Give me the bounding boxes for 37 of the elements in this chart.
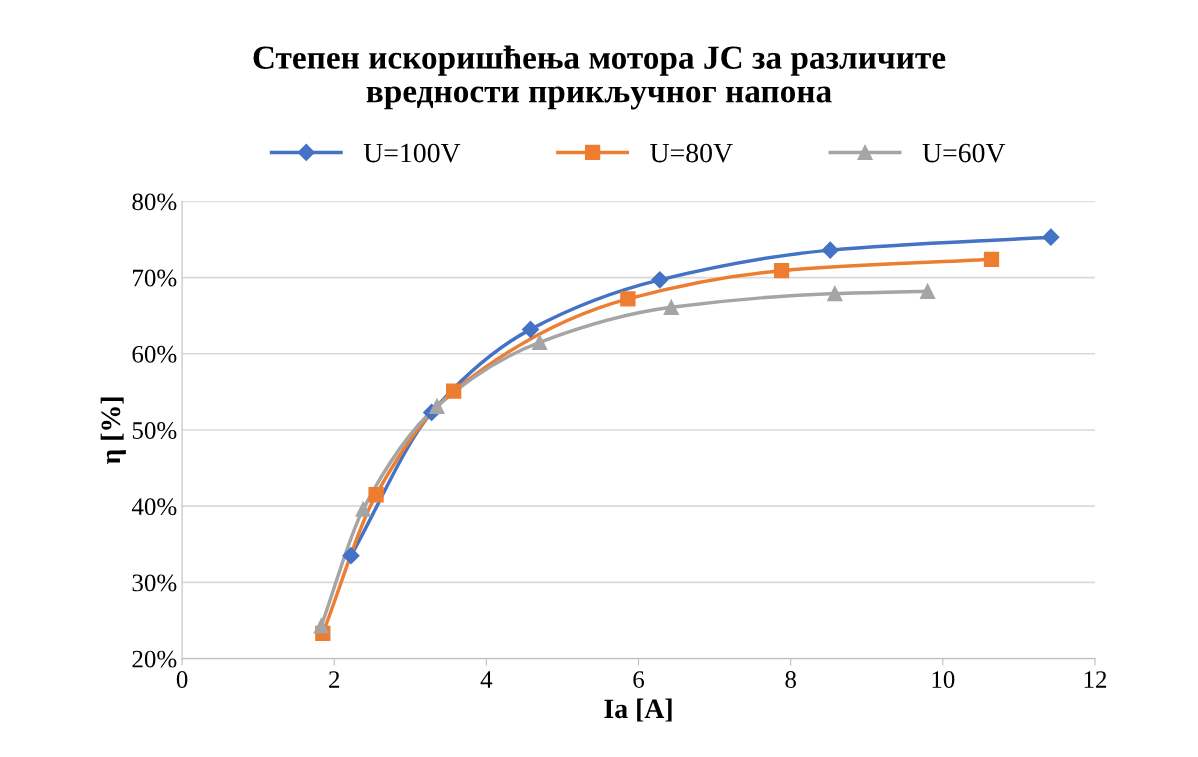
x-tick-label: 2 <box>329 671 340 688</box>
x-axis-title: Ia [A] <box>604 698 672 722</box>
y-tick-label: 50% <box>132 422 177 439</box>
point <box>521 320 540 338</box>
point <box>983 251 1000 267</box>
x-tick-label: 4 <box>480 671 493 688</box>
x-tick-label: 0 <box>176 671 188 688</box>
point <box>773 263 790 279</box>
point <box>429 398 445 414</box>
legend-label: U=100V <box>363 143 461 163</box>
point <box>827 285 843 302</box>
point <box>368 487 384 503</box>
point <box>531 334 548 350</box>
legend-label: U=60V <box>922 143 1006 163</box>
x-tick-label: 12 <box>1084 671 1107 688</box>
y-tick-label: 30% <box>132 574 177 592</box>
point <box>355 501 371 517</box>
point <box>342 547 360 565</box>
y-tick-label: 60% <box>132 345 177 363</box>
y-tick-label: 20% <box>132 650 177 668</box>
point <box>651 271 669 289</box>
y-tick-label: 80% <box>132 193 177 211</box>
x-tick-label: 10 <box>932 671 955 688</box>
y-axis-title: η [%] <box>100 397 126 465</box>
legend-label: U=80V <box>650 143 733 163</box>
point <box>446 383 462 399</box>
point <box>919 283 936 299</box>
y-tick-label: 70% <box>133 269 177 287</box>
point <box>313 618 329 634</box>
point <box>1042 228 1060 246</box>
x-tick-label: 6 <box>633 671 645 688</box>
point <box>663 299 679 315</box>
point <box>620 291 636 307</box>
y-tick-label: 40% <box>131 498 177 516</box>
chart-title: Степен искоришћења мотора ЈС за различите вредности прикључног напона <box>253 45 946 110</box>
x-tick-label: 8 <box>785 671 796 688</box>
point <box>821 241 839 259</box>
